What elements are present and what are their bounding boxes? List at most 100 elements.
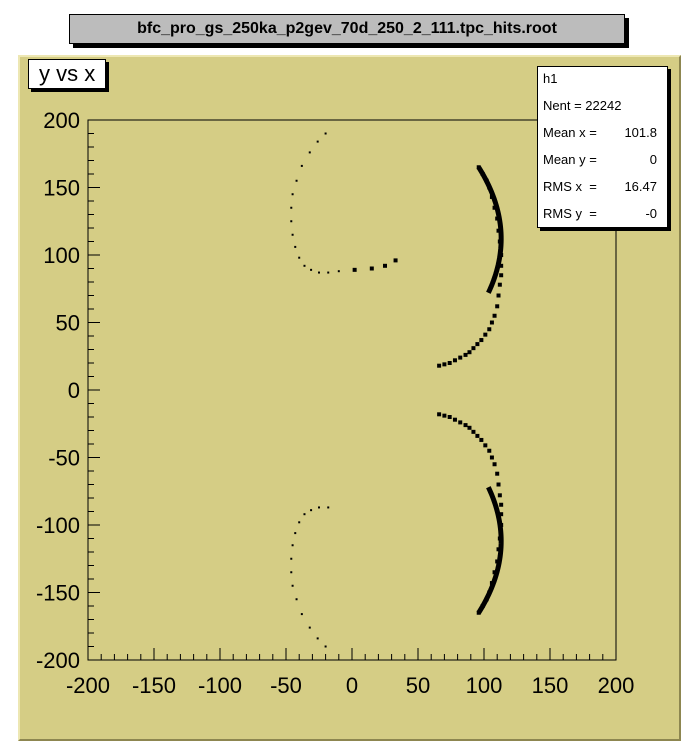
data-point — [467, 425, 472, 430]
data-point — [463, 423, 468, 428]
y-tick-label: 50 — [56, 311, 80, 336]
data-point — [308, 151, 311, 154]
data-point — [442, 362, 447, 367]
data-point — [291, 584, 294, 587]
data-point — [489, 455, 494, 460]
x-tick-label: 0 — [346, 673, 358, 698]
data-point — [303, 264, 306, 267]
data-point — [291, 544, 294, 547]
y-tick-label: -50 — [48, 446, 80, 471]
data-point — [471, 346, 476, 351]
data-point — [290, 206, 293, 209]
data-point — [291, 193, 294, 196]
y-tick-label: -150 — [36, 581, 80, 606]
stats-rms-x-value: 16.47 — [624, 179, 657, 194]
data-point — [318, 271, 320, 274]
data-point — [475, 433, 480, 438]
stats-name: h1 — [543, 71, 558, 86]
data-point — [310, 268, 313, 271]
data-point — [310, 509, 313, 512]
stats-mean-y-label: Mean y = — [543, 152, 601, 167]
data-point — [308, 626, 311, 629]
data-point — [383, 263, 387, 268]
data-point — [352, 267, 357, 272]
stats-rms-x-label: RMS x = — [543, 179, 601, 194]
x-tick-label: 200 — [598, 673, 635, 698]
plot-title: y vs x — [28, 59, 107, 89]
x-tick-label: 100 — [466, 673, 503, 698]
data-point — [458, 420, 463, 425]
data-point — [369, 266, 374, 271]
data-point — [303, 513, 306, 516]
data-point — [471, 429, 476, 434]
y-tick-label: -100 — [36, 513, 80, 538]
dense-arc — [476, 165, 504, 294]
y-tick-label: 0 — [68, 378, 80, 403]
data-point — [290, 220, 293, 223]
data-point — [487, 327, 492, 332]
stats-mean-x-value: 101.8 — [624, 125, 657, 140]
data-point — [499, 263, 504, 268]
data-point — [463, 352, 468, 357]
data-point — [499, 512, 504, 517]
stats-rms-y-label: RMS y = — [543, 206, 601, 221]
data-point — [447, 415, 452, 419]
data-point — [295, 179, 298, 182]
data-point — [492, 462, 497, 467]
data-point — [495, 304, 500, 309]
y-tick-label: 150 — [43, 176, 80, 201]
x-tick-label: -200 — [66, 673, 110, 698]
data-point — [497, 282, 502, 287]
x-tick-label: 50 — [406, 673, 430, 698]
stats-rms-y-value: -0 — [645, 206, 657, 221]
x-tick-label: -100 — [198, 673, 242, 698]
data-point — [452, 358, 457, 363]
data-point — [298, 521, 301, 524]
data-point — [467, 350, 472, 355]
data-point — [499, 502, 504, 507]
data-point — [447, 361, 452, 365]
data-point — [496, 293, 501, 298]
data-point — [489, 320, 494, 325]
stats-entries: Nent = 22242 — [543, 98, 622, 113]
data-point — [442, 413, 447, 418]
data-point — [295, 598, 298, 601]
data-point — [327, 271, 330, 274]
y-tick-label: 100 — [43, 243, 80, 268]
data-point — [324, 132, 327, 135]
data-point — [294, 245, 297, 248]
data-point — [291, 233, 294, 236]
data-point — [318, 506, 320, 509]
x-tick-label: -50 — [270, 673, 302, 698]
data-point — [483, 332, 488, 337]
data-point — [393, 258, 398, 263]
data-point — [300, 164, 303, 167]
data-point — [479, 338, 484, 343]
data-point — [492, 313, 497, 318]
data-point — [298, 256, 301, 259]
plot-frame — [87, 119, 617, 661]
data-point — [316, 637, 319, 640]
data-point — [495, 471, 500, 476]
data-point — [499, 273, 504, 278]
data-point — [316, 140, 319, 143]
data-point — [458, 355, 463, 360]
dense-arc — [476, 486, 504, 615]
data-point — [487, 448, 492, 453]
data-point — [327, 506, 330, 509]
x-tick-label: -150 — [132, 673, 176, 698]
data-point — [437, 363, 442, 368]
data-point — [497, 493, 502, 498]
data-point — [475, 342, 480, 347]
x-tick-label: 150 — [532, 673, 569, 698]
stats-mean-y-value: 0 — [649, 152, 657, 167]
stats-box: h1 Nent = 22242 Mean x = 101.8 Mean y = … — [537, 66, 668, 228]
data-point — [479, 437, 484, 442]
data-point — [294, 532, 297, 535]
data-point — [496, 482, 501, 487]
data-point — [324, 645, 327, 648]
canvas-title: bfc_pro_gs_250ka_p2gev_70d_250_2_111.tpc… — [69, 14, 625, 44]
data-point — [437, 412, 442, 417]
data-point — [300, 613, 303, 616]
